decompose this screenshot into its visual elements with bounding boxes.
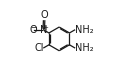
Text: Cl: Cl: [34, 43, 44, 53]
Text: O: O: [29, 25, 37, 35]
Text: N: N: [40, 25, 47, 35]
Text: O: O: [40, 10, 48, 20]
Text: NH₂: NH₂: [75, 43, 94, 53]
Text: NH₂: NH₂: [75, 25, 94, 35]
Text: +: +: [42, 25, 48, 31]
Text: −: −: [30, 23, 36, 32]
